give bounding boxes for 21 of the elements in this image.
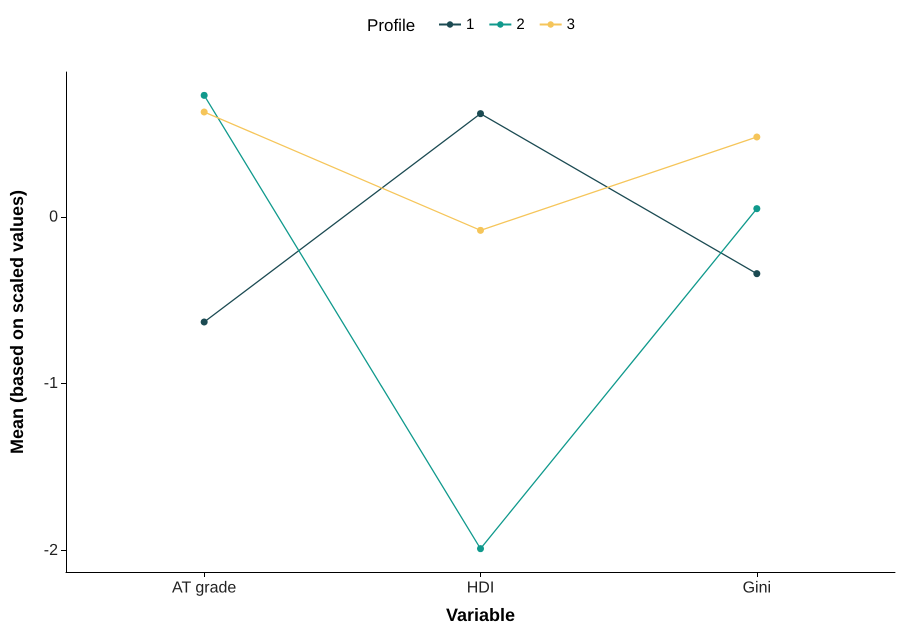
y-tick-label: -1: [44, 375, 58, 392]
legend-label: 1: [466, 16, 474, 33]
y-tick-label: -2: [44, 542, 58, 559]
legend-label: 3: [566, 16, 576, 33]
legend-label: 2: [516, 16, 525, 33]
y-tick-label: 0: [49, 208, 58, 226]
x-tick-label: Gini: [742, 580, 772, 596]
point: [200, 92, 208, 99]
point: [477, 545, 484, 552]
legend-title: Profile: [367, 16, 416, 35]
x-tick-label: AT grade: [172, 580, 236, 596]
x-axis-title: Variable: [446, 605, 516, 625]
point: [477, 110, 484, 118]
point: [753, 270, 760, 278]
point: [753, 134, 760, 140]
point: [753, 205, 760, 212]
y-axis-title: Mean (based on scaled values): [7, 190, 27, 454]
point: [200, 108, 208, 116]
x-tick-label: HDI: [466, 580, 494, 596]
point: [477, 226, 484, 234]
point: [200, 318, 208, 326]
